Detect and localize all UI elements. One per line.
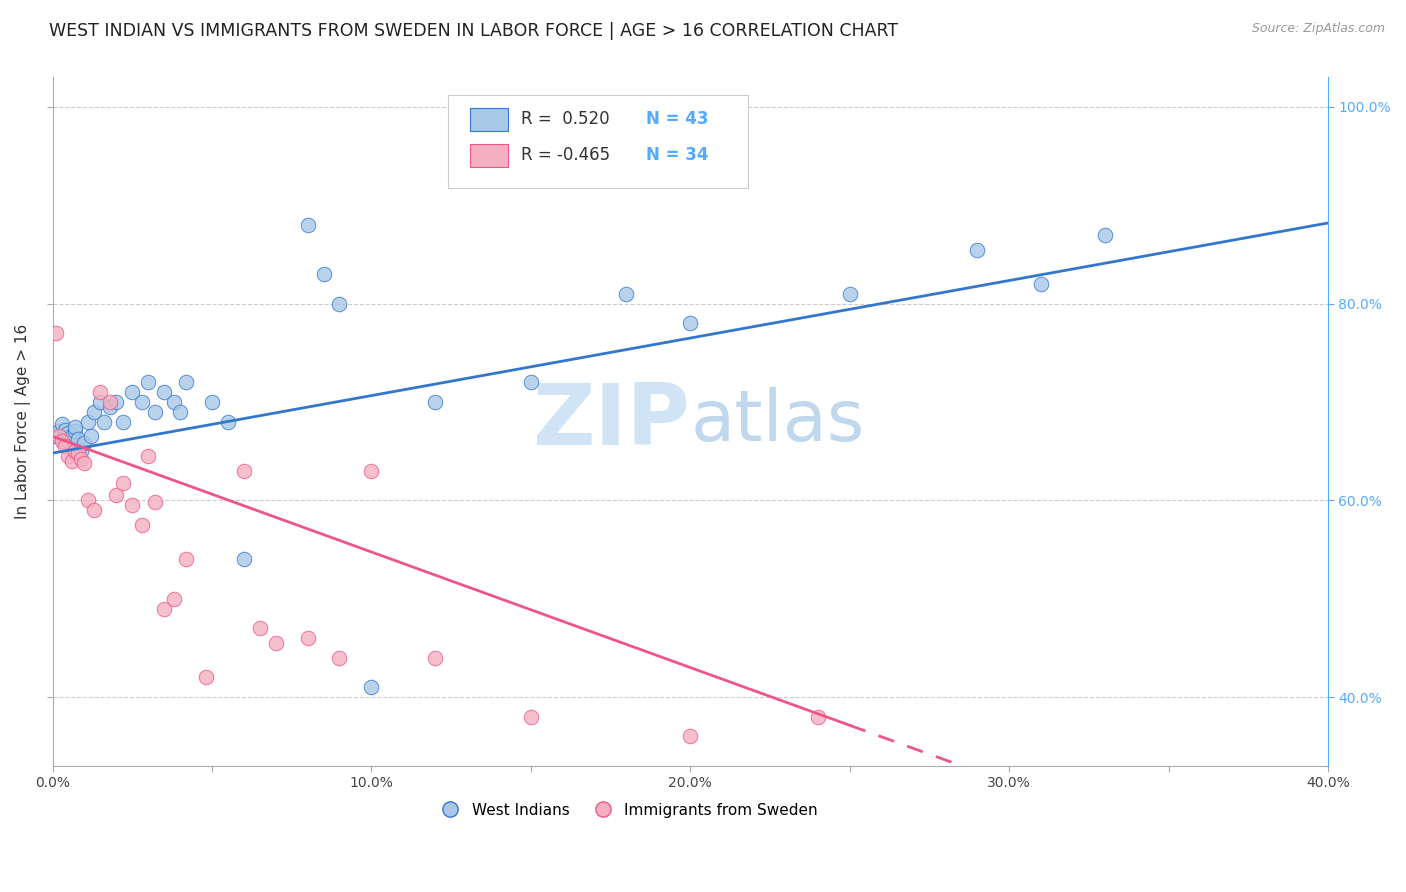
Point [105, 395, 128, 409]
Text: R =  0.520: R = 0.520 [520, 111, 609, 128]
Point [423, 650, 446, 665]
Bar [470, 109, 508, 131]
Point [105, 488, 128, 502]
Point [45, 429, 67, 443]
Point [73, 436, 96, 450]
Point [60, 454, 83, 468]
Point [176, 552, 198, 566]
Point [121, 385, 143, 400]
Point [616, 286, 638, 301]
Point [679, 730, 702, 744]
Point [58, 449, 80, 463]
Point [249, 621, 271, 635]
Point [297, 218, 319, 232]
Point [48, 429, 70, 443]
Legend: West Indians, Immigrants from Sweden: West Indians, Immigrants from Sweden [429, 797, 824, 823]
Point [201, 395, 224, 409]
Point [60, 429, 83, 443]
Point [76, 415, 98, 429]
Point [153, 601, 176, 615]
Point [163, 591, 186, 606]
Point [1094, 227, 1116, 242]
Point [297, 631, 319, 645]
Point [153, 385, 176, 400]
Point [520, 376, 543, 390]
Point [70, 452, 93, 467]
Point [63, 444, 86, 458]
Point [111, 475, 134, 490]
Point [312, 267, 335, 281]
Point [176, 376, 198, 390]
Point [1029, 277, 1052, 291]
Point [73, 456, 96, 470]
Point [67, 433, 90, 447]
Text: WEST INDIAN VS IMMIGRANTS FROM SWEDEN IN LABOR FORCE | AGE > 16 CORRELATION CHAR: WEST INDIAN VS IMMIGRANTS FROM SWEDEN IN… [49, 22, 898, 40]
Point [131, 395, 153, 409]
Point [98, 400, 121, 414]
Point [131, 517, 153, 532]
Point [53, 439, 76, 453]
Point [163, 395, 186, 409]
Point [98, 395, 121, 409]
Point [232, 552, 254, 566]
Point [136, 449, 159, 463]
Point [111, 415, 134, 429]
Point [264, 636, 287, 650]
Point [121, 498, 143, 512]
Point [58, 434, 80, 449]
Point [67, 446, 90, 460]
Point [89, 395, 111, 409]
Text: R = -0.465: R = -0.465 [520, 146, 610, 164]
Text: Source: ZipAtlas.com: Source: ZipAtlas.com [1251, 22, 1385, 36]
Point [966, 243, 988, 257]
Point [328, 296, 350, 310]
Bar [470, 145, 508, 167]
Point [807, 709, 830, 723]
Point [45, 326, 67, 340]
Point [520, 709, 543, 723]
Point [360, 464, 382, 478]
Point [423, 395, 446, 409]
Text: N = 34: N = 34 [645, 146, 709, 164]
Point [838, 286, 860, 301]
Point [70, 444, 93, 458]
Point [51, 434, 73, 449]
Point [58, 426, 80, 441]
Point [679, 316, 702, 330]
Point [63, 419, 86, 434]
Point [93, 415, 115, 429]
Point [143, 405, 166, 419]
Point [83, 503, 105, 517]
Point [48, 425, 70, 439]
FancyBboxPatch shape [449, 95, 748, 187]
Text: atlas: atlas [690, 387, 865, 456]
Point [136, 376, 159, 390]
Text: N = 43: N = 43 [645, 111, 709, 128]
Point [53, 423, 76, 437]
Point [217, 415, 239, 429]
Point [63, 425, 86, 439]
Point [83, 405, 105, 419]
Point [51, 417, 73, 431]
Point [80, 429, 103, 443]
Point [232, 464, 254, 478]
Point [143, 495, 166, 509]
Point [328, 650, 350, 665]
Point [194, 670, 217, 684]
Point [360, 680, 382, 694]
Point [169, 405, 191, 419]
Y-axis label: In Labor Force | Age > 16: In Labor Force | Age > 16 [15, 324, 31, 519]
Point [76, 493, 98, 508]
Point [89, 385, 111, 400]
Text: ZIP: ZIP [533, 380, 690, 463]
